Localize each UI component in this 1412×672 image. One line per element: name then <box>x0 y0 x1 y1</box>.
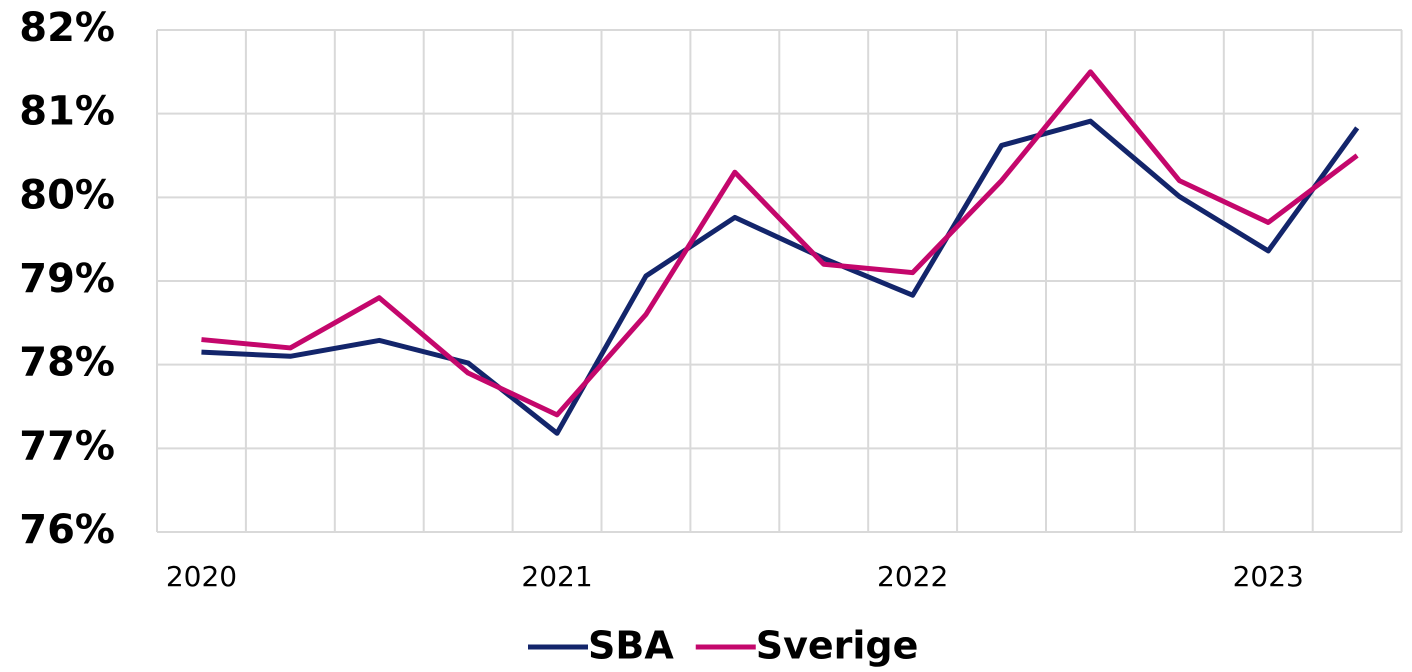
y-tick-label: 76% <box>19 507 115 553</box>
x-tick-label: 2020 <box>166 560 237 593</box>
y-tick-label: 77% <box>19 423 115 469</box>
legend-label: Sverige <box>756 624 919 668</box>
legend-label: SBA <box>588 624 674 668</box>
x-tick-label: 2022 <box>877 560 948 593</box>
y-tick-label: 79% <box>19 256 115 302</box>
y-tick-label: 82% <box>19 5 115 51</box>
y-tick-label: 81% <box>19 89 115 135</box>
series-line <box>201 69 1359 418</box>
series-line <box>201 118 1360 436</box>
x-tick-label: 2023 <box>1233 560 1304 593</box>
y-tick-label: 78% <box>19 340 115 386</box>
y-tick-label: 80% <box>19 172 115 218</box>
x-tick-label: 2021 <box>521 560 592 593</box>
